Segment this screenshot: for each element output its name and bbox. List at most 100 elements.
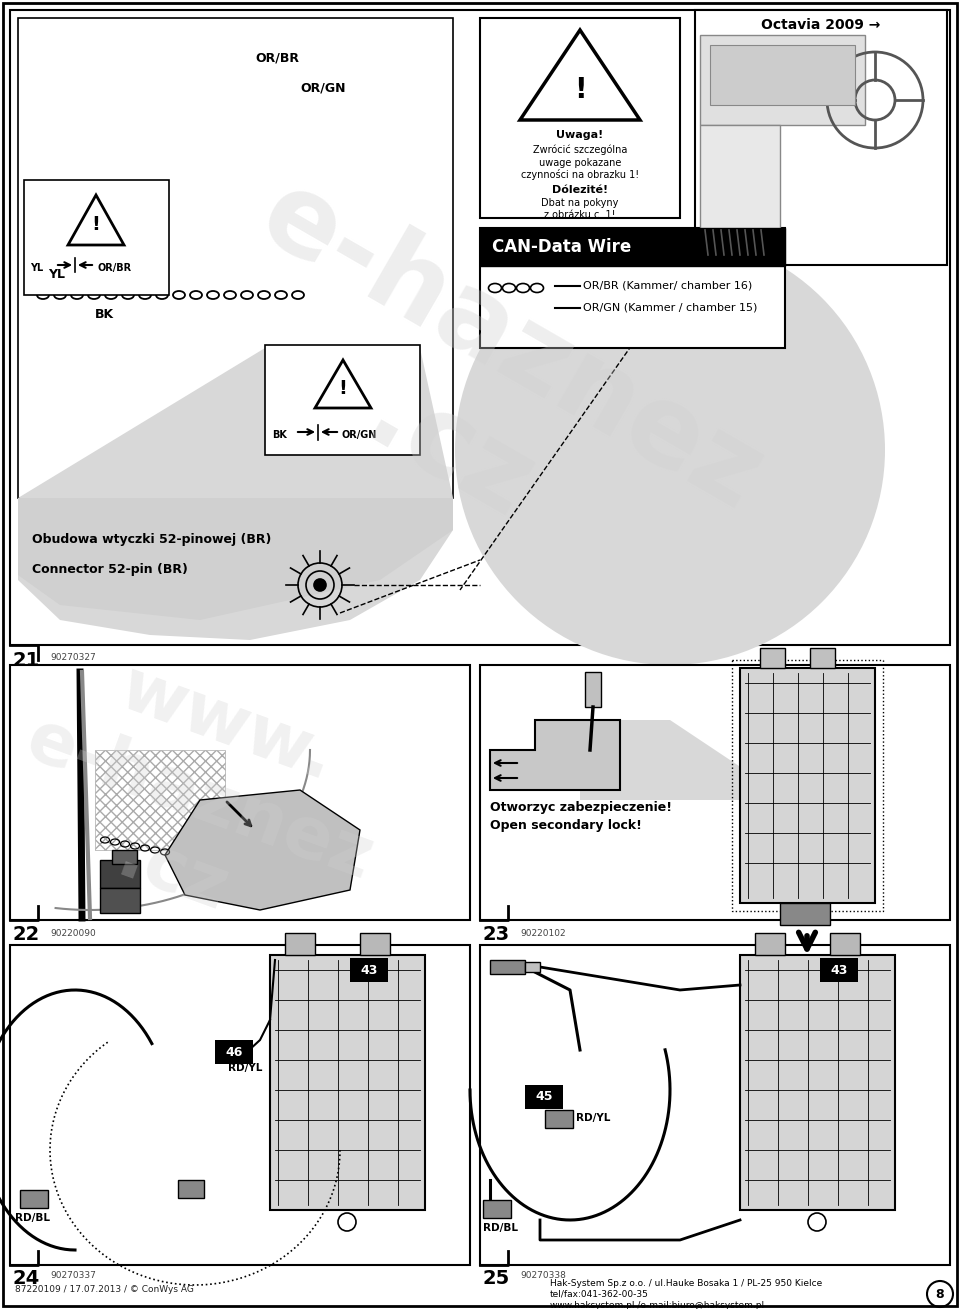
Text: CAN-Data Wire: CAN-Data Wire (492, 238, 632, 257)
Text: 90270327: 90270327 (50, 653, 96, 662)
Ellipse shape (455, 236, 885, 665)
Text: 43: 43 (360, 963, 377, 977)
Bar (480, 18, 680, 219)
Bar (710, 45, 855, 105)
Text: 23: 23 (482, 925, 509, 945)
Polygon shape (580, 720, 790, 800)
Text: BK: BK (272, 429, 287, 440)
Text: 24: 24 (12, 1268, 39, 1288)
Polygon shape (490, 720, 620, 791)
Text: www.haksystem.pl /e-mail:biuro@haksystem.pl: www.haksystem.pl /e-mail:biuro@haksystem… (550, 1301, 764, 1309)
Text: Obudowa wtyczki 52-pinowej (BR): Obudowa wtyczki 52-pinowej (BR) (32, 534, 272, 546)
Bar (480, 228, 785, 266)
Text: !: ! (574, 76, 587, 103)
Polygon shape (18, 348, 453, 497)
Bar (810, 648, 835, 668)
Text: tel/fax:041-362-00-35: tel/fax:041-362-00-35 (550, 1289, 649, 1299)
Bar (360, 933, 390, 956)
Text: OR/BR (Kammer/ chamber 16): OR/BR (Kammer/ chamber 16) (583, 281, 753, 291)
Text: 90270338: 90270338 (520, 1271, 565, 1280)
Text: uwage pokazane: uwage pokazane (539, 158, 621, 168)
Circle shape (314, 579, 326, 590)
Bar (700, 124, 780, 255)
Bar (265, 346, 420, 456)
Bar (112, 850, 137, 864)
Bar (740, 956, 895, 1210)
Bar (100, 860, 140, 888)
Bar (755, 933, 785, 956)
Text: RD/BL: RD/BL (15, 1213, 50, 1223)
Text: OR/BR: OR/BR (97, 263, 132, 274)
Text: 46: 46 (226, 1046, 243, 1059)
Bar (215, 1039, 253, 1064)
Text: Dbat na pokyny: Dbat na pokyny (541, 198, 618, 208)
Bar (490, 959, 525, 974)
Text: OR/GN: OR/GN (300, 81, 346, 94)
Bar (483, 1200, 511, 1217)
Text: Octavia 2009 →: Octavia 2009 → (761, 18, 880, 31)
Text: RD/YL: RD/YL (576, 1113, 611, 1123)
Bar (545, 1110, 573, 1128)
Bar (700, 35, 865, 124)
Bar (24, 181, 169, 295)
Text: z obrázku c. 1!: z obrázku c. 1! (544, 209, 615, 220)
Text: 90220102: 90220102 (520, 928, 565, 937)
Text: YL: YL (48, 268, 65, 281)
Bar (285, 933, 315, 956)
Bar (830, 933, 860, 956)
Text: OR/BR: OR/BR (255, 51, 299, 64)
Bar (18, 18, 453, 497)
Text: OR/GN (Kammer / chamber 15): OR/GN (Kammer / chamber 15) (583, 302, 757, 313)
Text: Connector 52-pin (BR): Connector 52-pin (BR) (32, 563, 188, 576)
Text: 8: 8 (936, 1288, 945, 1301)
Polygon shape (18, 497, 453, 640)
Bar (10, 665, 470, 920)
Text: 45: 45 (536, 1090, 553, 1103)
Bar (820, 958, 858, 982)
Text: RD/BL: RD/BL (483, 1223, 518, 1233)
Bar (100, 888, 140, 912)
Text: Hak-System Sp.z o.o. / ul.Hauke Bosaka 1 / PL-25 950 Kielce: Hak-System Sp.z o.o. / ul.Hauke Bosaka 1… (550, 1279, 823, 1288)
Text: Dólezité!: Dólezité! (552, 185, 608, 195)
Bar (10, 10, 950, 645)
Bar (760, 648, 785, 668)
Text: 87220109 / 17.07.2013 / © ConWys AG: 87220109 / 17.07.2013 / © ConWys AG (15, 1285, 194, 1295)
Bar (740, 668, 875, 903)
Text: 90270337: 90270337 (50, 1271, 96, 1280)
Bar (20, 1190, 48, 1208)
Bar (350, 958, 388, 982)
Text: 21: 21 (12, 651, 39, 669)
Bar (95, 750, 225, 850)
Text: Open secondary lock!: Open secondary lock! (490, 818, 642, 831)
Text: e-haznez
.cz: e-haznez .cz (180, 160, 780, 640)
Text: OR/GN: OR/GN (342, 429, 377, 440)
Bar (780, 903, 830, 925)
Bar (270, 956, 425, 1210)
Polygon shape (18, 497, 453, 620)
Bar (480, 228, 785, 348)
Text: Zwrócić szczególna: Zwrócić szczególna (533, 145, 627, 156)
Bar (525, 1085, 563, 1109)
Text: czynności na obrazku 1!: czynności na obrazku 1! (521, 169, 639, 181)
Text: www.
e-haznez
.cz: www. e-haznez .cz (0, 631, 410, 970)
Bar (10, 945, 470, 1264)
Circle shape (808, 1213, 826, 1230)
Circle shape (338, 1213, 356, 1230)
Bar (480, 945, 950, 1264)
Bar (480, 665, 950, 920)
Bar (695, 10, 947, 264)
Text: BK: BK (95, 309, 114, 322)
Text: !: ! (339, 378, 348, 398)
Text: 25: 25 (482, 1268, 509, 1288)
Text: !: ! (91, 216, 101, 234)
Polygon shape (165, 791, 360, 910)
Bar (525, 962, 540, 973)
Bar (732, 660, 883, 911)
Text: YL: YL (30, 263, 43, 274)
Text: 43: 43 (830, 963, 848, 977)
Text: 22: 22 (12, 925, 39, 945)
Text: RD/YL: RD/YL (228, 1063, 262, 1073)
Bar (178, 1179, 204, 1198)
Text: 90220090: 90220090 (50, 928, 96, 937)
Text: Uwaga!: Uwaga! (557, 130, 604, 140)
